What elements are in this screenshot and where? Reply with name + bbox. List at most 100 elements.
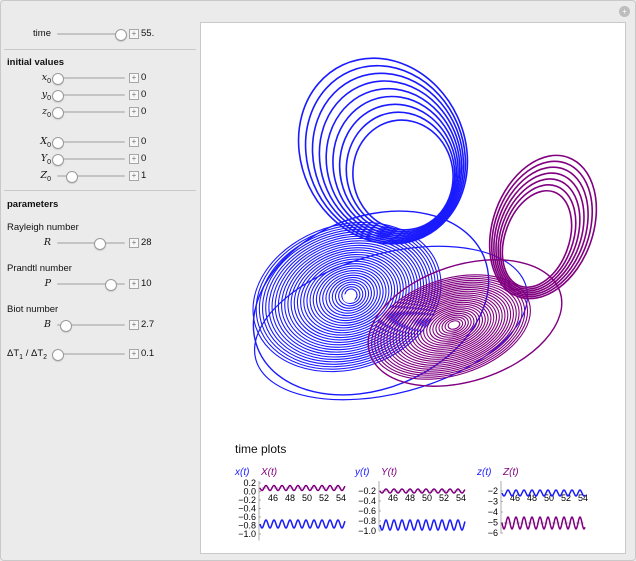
attractor-loop [297, 57, 469, 245]
x-tick-label: 50 [302, 493, 312, 503]
biot-expand-icon[interactable]: + [129, 320, 139, 330]
attractor-loop [380, 279, 523, 374]
attractor-curves [252, 57, 598, 401]
rayleigh-expand-icon[interactable]: + [129, 238, 139, 248]
prandtl-slider-thumb[interactable] [105, 279, 118, 291]
x-tick-label: 50 [544, 493, 554, 503]
initial-slider[interactable] [57, 171, 125, 183]
legend-Z(t): Z(t) [502, 467, 519, 478]
attractor-loop [374, 276, 529, 378]
initial-control-x0: x0 +0 [1, 71, 199, 85]
plot-panel: time plots x(t) X(t) 0.2 0.0 −0.2 −0.4 −0.6 −0.… [200, 22, 626, 554]
initial-slider[interactable] [52, 90, 125, 102]
attractor-loop [493, 166, 589, 296]
ratio-label: ΔT1 / ΔT2 [7, 348, 47, 361]
x-tick-label: 54 [578, 493, 588, 503]
prandtl-symbol: P [44, 278, 51, 289]
x-tick-label: 48 [285, 493, 295, 503]
initial-expand-icon[interactable]: + [129, 154, 139, 164]
attractor-loop [444, 318, 464, 332]
initial-values-heading: initial values [7, 57, 65, 68]
initial-slider-thumb[interactable] [52, 154, 64, 166]
attractor-loop [413, 299, 492, 352]
series-X(t) [259, 484, 346, 492]
initial-slider[interactable] [52, 107, 125, 119]
y-tick-label: −0.8 [358, 516, 376, 526]
attractor-loop [497, 178, 581, 292]
rayleigh-symbol: R [43, 237, 51, 248]
y-tick-label: −2 [488, 486, 498, 496]
attractor-loop [407, 296, 498, 356]
time-slider[interactable] [57, 29, 127, 41]
initial-slider-thumb[interactable] [65, 171, 78, 183]
ratio-label-part: / ΔT [23, 348, 44, 359]
attractor-loop [341, 286, 361, 304]
close-icon[interactable]: + [619, 6, 630, 17]
initial-var: Y [40, 153, 48, 164]
ratio-expand-icon[interactable]: + [129, 349, 139, 359]
initial-expand-icon[interactable]: + [129, 73, 139, 83]
attractor-loop [377, 277, 526, 376]
time-plots-title: time plots [235, 442, 287, 456]
ratio-slider-thumb[interactable] [52, 349, 64, 361]
initial-control-z0: z0 +0 [1, 105, 199, 119]
attractor-loop [429, 309, 478, 342]
initial-slider-thumb[interactable] [52, 137, 64, 149]
biot-slider[interactable] [57, 320, 125, 332]
prandtl-slider[interactable] [57, 279, 125, 291]
x-tick-label: 48 [405, 493, 415, 503]
attractor-loop [488, 154, 598, 300]
initial-slider[interactable] [52, 73, 125, 85]
initial-var: X [40, 136, 48, 147]
prandtl-control: P + 10 [1, 277, 199, 291]
initial-slider-thumb[interactable] [52, 73, 64, 85]
attractor-loop [334, 281, 367, 309]
initial-value: 0 [141, 136, 147, 147]
attractor-loop [401, 292, 503, 360]
initial-var: y [41, 89, 48, 100]
attractor-loop [345, 111, 456, 233]
attractor-loop [332, 95, 459, 237]
rayleigh-slider[interactable] [57, 238, 125, 250]
ratio-slider[interactable] [52, 349, 125, 361]
initial-expand-icon[interactable]: + [129, 137, 139, 147]
attractor-loop [490, 160, 594, 298]
initial-expand-icon[interactable]: + [129, 107, 139, 117]
attractor-loop [331, 279, 370, 312]
rayleigh-slider-thumb[interactable] [94, 238, 107, 250]
biot-slider-thumb[interactable] [60, 320, 73, 332]
y-tick-label: −0.8 [238, 521, 256, 531]
y-tick-label: −0.2 [238, 495, 256, 505]
time-control: time + 55. [1, 27, 199, 41]
series-Y(t) [379, 488, 466, 494]
y-tick-label: −5 [488, 518, 498, 528]
ratio-label-sub: 1 [19, 353, 24, 361]
x-tick-label: 52 [439, 493, 449, 503]
initial-expand-icon[interactable]: + [129, 90, 139, 100]
initial-label: y0 [42, 89, 51, 102]
initial-expand-icon[interactable]: + [129, 171, 139, 181]
x-tick-label: 46 [268, 493, 278, 503]
initial-value: 0 [141, 89, 147, 100]
attractor-loop [261, 228, 433, 365]
attractor-loop [274, 237, 422, 356]
initial-sub: 0 [47, 175, 51, 183]
initial-slider[interactable] [52, 154, 125, 166]
initial-value: 1 [141, 170, 147, 181]
time-expand-icon[interactable]: + [129, 29, 139, 39]
attractor-loop [338, 103, 458, 235]
legend-y(t): y(t) [354, 467, 369, 478]
initial-slider-thumb[interactable] [52, 90, 64, 102]
y-tick-label: −1.0 [238, 529, 256, 539]
prandtl-expand-icon[interactable]: + [129, 279, 139, 289]
attractor-loop [386, 283, 517, 370]
y-tick-label: −3 [488, 497, 498, 507]
initial-label: z0 [42, 106, 51, 119]
x-tick-label: 54 [336, 493, 346, 503]
time-slider-thumb[interactable] [114, 29, 127, 41]
attractor-loop [389, 285, 515, 368]
initial-slider[interactable] [52, 137, 125, 149]
attractor-loop [447, 320, 461, 330]
initial-slider-thumb[interactable] [52, 107, 64, 119]
